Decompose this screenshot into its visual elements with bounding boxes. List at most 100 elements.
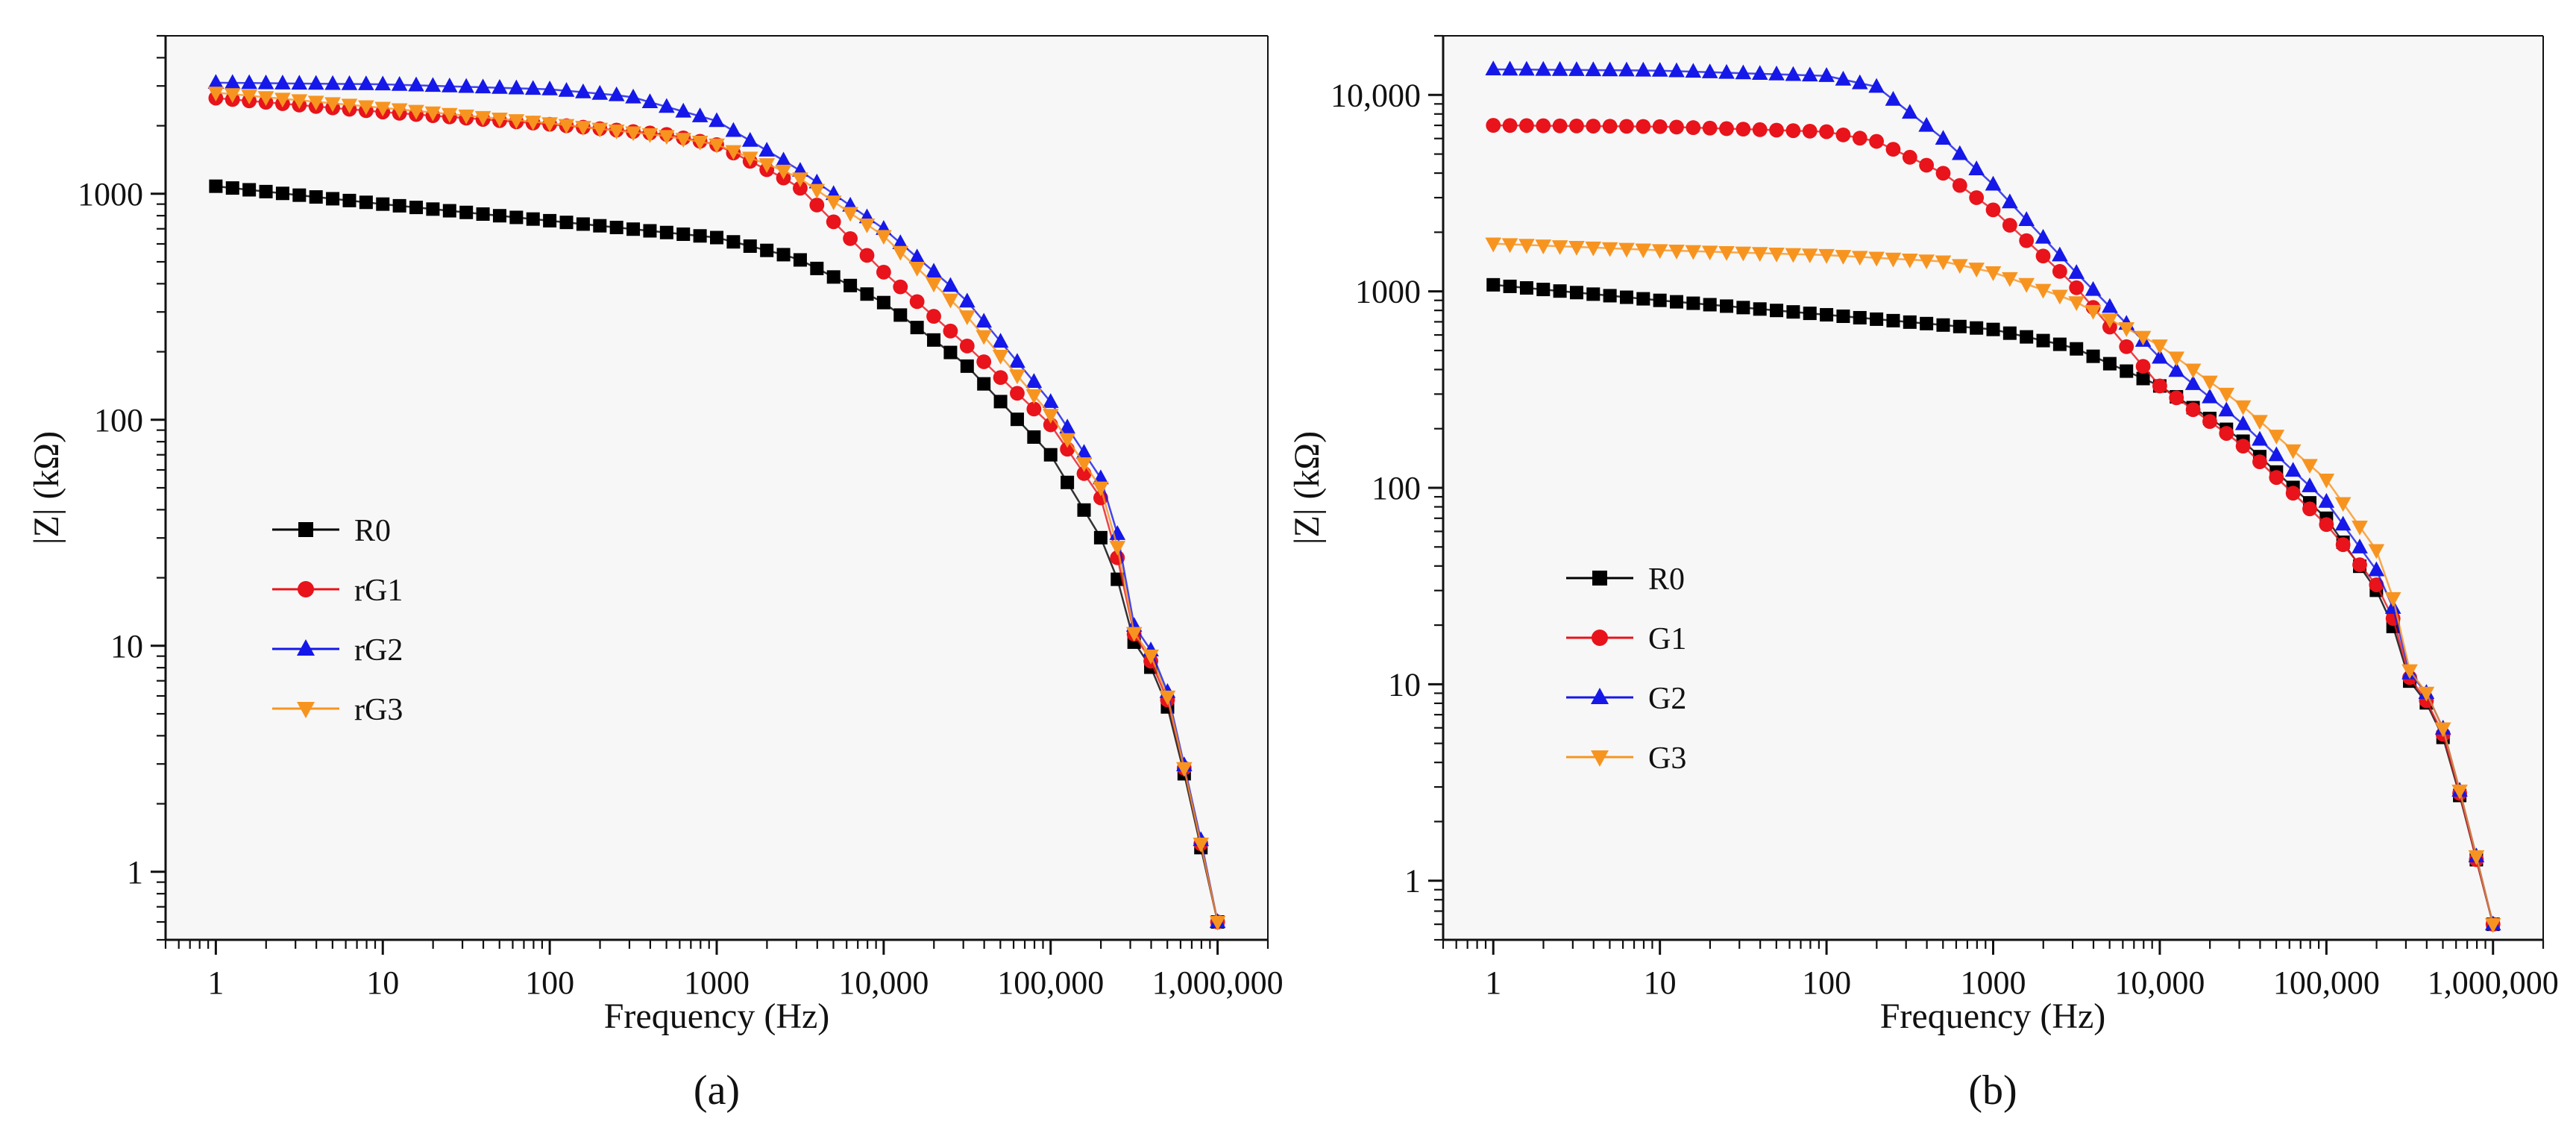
y-tick-label: 1000 — [78, 176, 143, 213]
data-point-rG2 — [641, 93, 659, 108]
data-point-rG3 — [792, 172, 808, 188]
data-point-R0 — [292, 188, 307, 202]
data-point-rG3 — [207, 87, 224, 101]
data-point-G1 — [2219, 426, 2234, 441]
data-point-G3 — [1668, 245, 1685, 260]
data-point-rG3 — [1159, 690, 1176, 706]
data-point-R0 — [1853, 310, 1867, 324]
data-point-G3 — [2434, 722, 2451, 738]
data-point-G1 — [2335, 537, 2351, 553]
legend-a: R0 rG1 rG2 rG3 — [272, 514, 403, 727]
x-axis-label-a: Frequency (Hz) — [604, 997, 830, 1036]
data-point-R0 — [2102, 357, 2117, 371]
x-tick-label: 1 — [1485, 964, 1501, 1001]
data-point-R0 — [960, 359, 974, 373]
data-point-G1 — [1985, 202, 2001, 218]
data-point-G1 — [2119, 339, 2134, 354]
data-point-G2 — [1501, 60, 1518, 76]
data-point-R0 — [1803, 307, 1817, 321]
x-tick-label: 10 — [366, 964, 399, 1001]
data-point-G3 — [2035, 283, 2052, 299]
data-point-R0 — [1920, 316, 1934, 330]
data-point-R0 — [943, 345, 958, 360]
data-point-rG2 — [758, 142, 775, 157]
data-point-G3 — [2168, 351, 2185, 367]
legend-marker-rG3 — [297, 702, 315, 718]
data-point-rG1 — [976, 354, 992, 369]
data-point-rG2 — [558, 81, 575, 97]
data-point-rG2 — [224, 74, 241, 90]
data-point-G3 — [1835, 250, 1852, 265]
data-point-G2 — [2202, 388, 2218, 404]
data-point-G2 — [1701, 63, 1718, 78]
data-point-R0 — [860, 287, 874, 301]
data-point-R0 — [492, 209, 506, 223]
data-point-G2 — [2184, 375, 2202, 390]
data-point-G3 — [1635, 243, 1652, 259]
data-point-R0 — [1703, 298, 1717, 312]
data-point-G1 — [1785, 123, 1801, 139]
data-point-rG2 — [458, 78, 474, 93]
data-point-rG3 — [1125, 627, 1143, 642]
data-point-R0 — [810, 261, 824, 275]
data-point-G1 — [2169, 390, 2184, 406]
data-point-G1 — [1702, 120, 1718, 136]
data-point-rG3 — [1143, 649, 1159, 665]
data-point-G2 — [1601, 61, 1618, 77]
data-point-G3 — [1801, 248, 1818, 264]
data-point-R0 — [1093, 530, 1108, 545]
data-point-R0 — [1636, 292, 1650, 306]
data-point-G3 — [1585, 241, 1602, 257]
data-point-G2 — [2368, 561, 2385, 577]
data-point-G3 — [2184, 363, 2202, 379]
data-point-R0 — [1836, 309, 1850, 323]
data-point-G1 — [2052, 263, 2067, 279]
y-tick-label: 100 — [1372, 470, 1421, 506]
data-point-G3 — [2152, 339, 2168, 354]
data-point-R0 — [659, 225, 673, 239]
data-point-rG1 — [826, 214, 841, 230]
data-point-G2 — [2018, 211, 2035, 226]
data-point-R0 — [359, 195, 373, 210]
data-point-G3 — [2218, 387, 2235, 403]
data-point-R0 — [1720, 299, 1734, 313]
data-point-G3 — [2202, 375, 2218, 391]
data-point-R0 — [2136, 371, 2150, 386]
data-point-G2 — [1935, 130, 1952, 145]
data-point-rG2 — [691, 107, 709, 122]
data-point-G2 — [1651, 61, 1668, 77]
data-point-G3 — [1735, 246, 1752, 262]
data-point-R0 — [1043, 448, 1058, 462]
panel-label-a: (a) — [694, 1067, 740, 1114]
data-point-R0 — [893, 308, 908, 322]
series-rG2 — [207, 74, 1226, 929]
y-tick-label: 1000 — [1355, 274, 1421, 310]
legend-marker-G3 — [1591, 750, 1609, 767]
data-point-G2 — [1685, 63, 1702, 78]
data-point-R0 — [1936, 318, 1950, 332]
data-point-G1 — [1902, 149, 1917, 165]
y-tick-label: 1 — [1404, 863, 1421, 900]
data-point-rG1 — [859, 248, 875, 263]
data-point-R0 — [693, 229, 707, 243]
data-point-G1 — [1852, 131, 1867, 146]
data-point-R0 — [509, 210, 524, 225]
data-point-G1 — [1619, 119, 1634, 134]
data-point-G2 — [1952, 145, 1968, 160]
data-point-R0 — [242, 183, 257, 197]
data-point-rG3 — [491, 113, 508, 128]
data-point-G3 — [1535, 239, 1552, 254]
data-point-R0 — [643, 224, 657, 238]
data-point-G2 — [2284, 462, 2302, 477]
data-point-G3 — [2451, 784, 2468, 800]
data-point-rG2 — [541, 80, 558, 95]
data-point-rG3 — [424, 106, 442, 122]
data-point-rG3 — [908, 262, 926, 277]
data-point-rG3 — [1075, 457, 1093, 472]
legend-marker-rG1 — [298, 581, 314, 597]
data-point-R0 — [793, 253, 807, 267]
data-point-G3 — [2401, 664, 2418, 680]
panel-b: 1 10 100 1000 10,000 100,000 1,000,000 1 10 100 10… — [1287, 34, 2559, 1114]
data-point-R0 — [1953, 319, 1967, 333]
data-point-G3 — [2118, 321, 2135, 337]
